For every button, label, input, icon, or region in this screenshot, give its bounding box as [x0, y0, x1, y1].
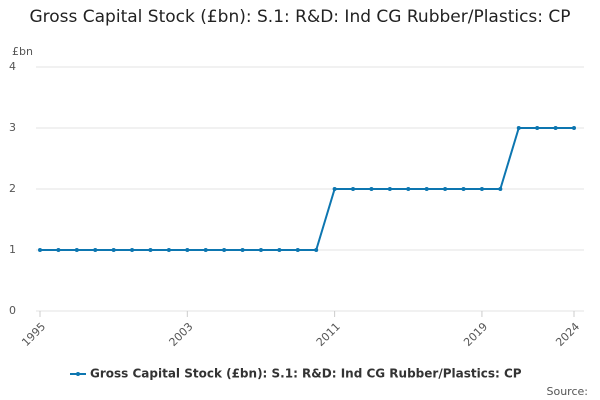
x-tick-label: 2003 [167, 320, 196, 349]
y-tick-label: 2 [9, 182, 16, 195]
point [148, 248, 153, 252]
point [240, 248, 245, 252]
point [295, 248, 300, 252]
point [369, 187, 374, 191]
point [387, 187, 392, 191]
point [203, 248, 208, 252]
y-tick-label: 3 [9, 121, 16, 134]
point [38, 248, 42, 252]
point [443, 187, 448, 191]
point [258, 248, 263, 252]
point [516, 126, 521, 130]
x-tick-label: 2024 [553, 320, 582, 349]
point [461, 187, 466, 191]
point [424, 187, 429, 191]
point [479, 187, 484, 191]
y-axis-label: £bn [12, 45, 33, 58]
point [332, 187, 337, 191]
point [498, 187, 503, 191]
y-tick-label: 1 [9, 243, 16, 256]
point [93, 248, 98, 252]
chart-title: Gross Capital Stock (£bn): S.1: R&D: Ind… [29, 7, 571, 27]
y-tick-label: 4 [9, 60, 16, 73]
point [351, 187, 356, 191]
point [553, 126, 558, 130]
x-tick-label: 2011 [314, 320, 343, 349]
point [56, 248, 61, 252]
point [185, 248, 190, 252]
legend-label: Gross Capital Stock (£bn): S.1: R&D: Ind… [90, 367, 522, 381]
x-tick-label: 1995 [19, 320, 48, 349]
legend-swatch-dot [76, 372, 80, 376]
y-tick-label: 0 [9, 304, 16, 317]
point [111, 248, 116, 252]
x-tick-label: 2019 [461, 320, 490, 349]
source: Source: [547, 385, 589, 398]
point [222, 248, 227, 252]
point [166, 248, 171, 252]
point [130, 248, 135, 252]
line [40, 127, 574, 251]
point [314, 248, 319, 252]
point [535, 126, 540, 130]
point [572, 126, 576, 130]
point [406, 187, 411, 191]
point [74, 248, 79, 252]
point [277, 248, 282, 252]
